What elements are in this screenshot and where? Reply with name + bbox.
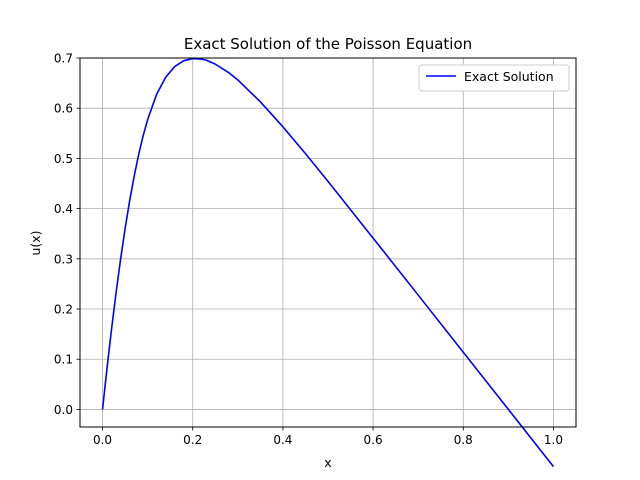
y-tick-label: 0.4 bbox=[54, 202, 73, 216]
legend-box bbox=[418, 64, 570, 92]
x-tick-label: 0.0 bbox=[93, 433, 112, 447]
plot-area bbox=[101, 57, 555, 468]
axes-frame bbox=[79, 57, 577, 428]
x-tick-label: 0.2 bbox=[183, 433, 202, 447]
series-line bbox=[101, 57, 555, 468]
y-axis-ticks: 0.0 0.1 0.2 0.3 0.4 0.5 0.6 0.7 bbox=[54, 52, 80, 417]
y-tick-label: 0.6 bbox=[54, 102, 73, 116]
x-tick-label: 0.8 bbox=[454, 433, 473, 447]
y-tick-label: 0.1 bbox=[54, 353, 73, 367]
y-tick-label: 0.0 bbox=[54, 403, 73, 417]
y-tick-label: 0.3 bbox=[54, 252, 73, 266]
x-tick-label: 0.6 bbox=[364, 433, 383, 447]
x-axis-ticks: 0.0 0.2 0.4 0.6 0.8 1.0 bbox=[93, 427, 563, 447]
x-tick-label: 1.0 bbox=[544, 433, 563, 447]
x-axis-label: x bbox=[324, 455, 331, 470]
chart-title: Exact Solution of the Poisson Equation bbox=[184, 35, 472, 53]
legend: Exact Solution bbox=[418, 64, 570, 92]
x-tick-label: 0.4 bbox=[273, 433, 292, 447]
legend-label: Exact Solution bbox=[464, 69, 554, 84]
y-tick-label: 0.7 bbox=[54, 52, 73, 66]
y-tick-label: 0.5 bbox=[54, 152, 73, 166]
y-axis-label: u(x) bbox=[28, 230, 43, 255]
y-tick-label: 0.2 bbox=[54, 303, 73, 317]
